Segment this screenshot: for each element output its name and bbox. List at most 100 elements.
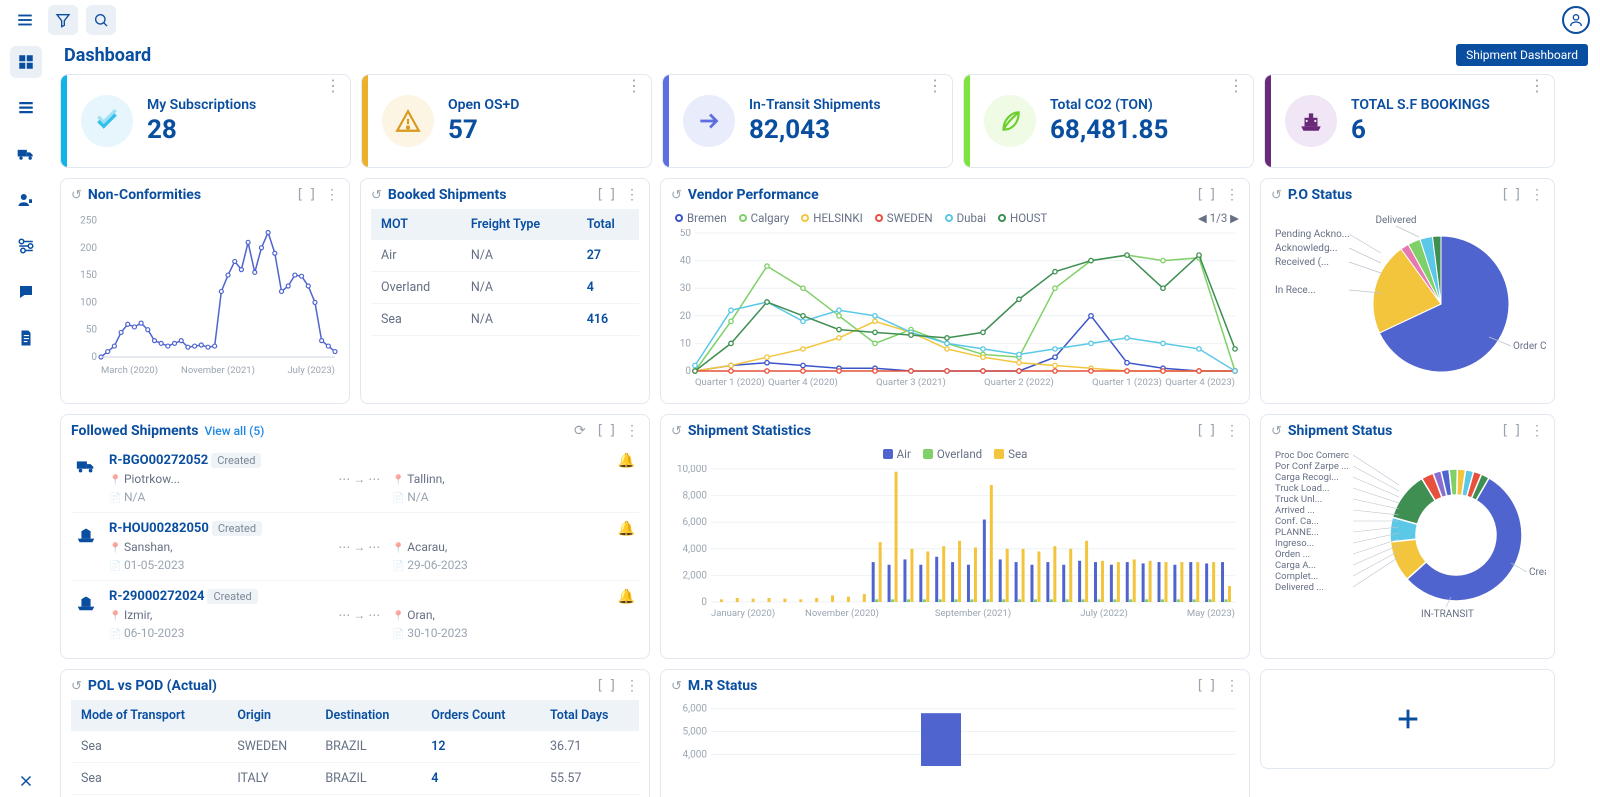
content-area: Dashboard Shipment Dashboard My Subscrip… xyxy=(60,44,1592,797)
svg-text:Complet...: Complet... xyxy=(1275,571,1318,582)
dashboard-badge[interactable]: Shipment Dashboard xyxy=(1456,44,1588,66)
svg-text:8,000: 8,000 xyxy=(683,491,708,502)
refresh-icon[interactable]: ⟳ xyxy=(574,423,586,439)
menu-icon[interactable]: ⋮ xyxy=(1228,81,1245,91)
menu-icon[interactable]: ⋮ xyxy=(325,81,342,91)
svg-text:40: 40 xyxy=(680,256,692,267)
kpi-card[interactable]: In-Transit Shipments 82,043 ⋮ xyxy=(662,74,953,168)
svg-text:March (2020): March (2020) xyxy=(101,365,158,376)
table-row[interactable]: SeaN/A416 xyxy=(371,304,639,336)
svg-text:150: 150 xyxy=(80,270,97,281)
kpi-card[interactable]: TOTAL S.F BOOKINGS 6 ⋮ xyxy=(1264,74,1555,168)
svg-text:May (2023): May (2023) xyxy=(1187,608,1235,619)
expand-icon[interactable]: [ ] xyxy=(596,187,615,203)
svg-text:In Rece...: In Rece... xyxy=(1275,285,1316,296)
followed-row[interactable]: R-HOU00282050 Created Sanshan,⋯ → ⋯Acara… xyxy=(71,512,639,580)
rail-settings-icon[interactable] xyxy=(10,230,42,262)
expand-icon[interactable]: [ ] xyxy=(1196,187,1215,203)
shipment-status-card: ↺ Shipment Status [ ]⋮ Proc Doc ComercPo… xyxy=(1260,414,1555,659)
menu-icon[interactable]: ⋮ xyxy=(625,187,639,203)
expand-icon[interactable]: [ ] xyxy=(1196,678,1215,694)
search-icon[interactable] xyxy=(86,5,116,35)
expand-icon[interactable]: [ ] xyxy=(1196,423,1215,439)
rail-chat-icon[interactable] xyxy=(10,276,42,308)
shipment-status: Created xyxy=(211,453,261,468)
followed-row[interactable]: R-BGO00272052 Created Piotrkow...⋯ → ⋯Ta… xyxy=(71,445,639,512)
kpi-value: 6 xyxy=(1351,115,1490,145)
table-header: Orders Count xyxy=(421,700,540,731)
menu-icon[interactable]: ⋮ xyxy=(625,423,639,439)
prev-icon[interactable]: ◀ xyxy=(1198,211,1207,225)
table-header: Origin xyxy=(227,700,315,731)
rail-document-icon[interactable] xyxy=(10,322,42,354)
expand-icon[interactable]: [ ] xyxy=(596,678,615,694)
filter-icon[interactable] xyxy=(48,5,78,35)
expand-icon[interactable]: [ ] xyxy=(596,423,615,439)
left-rail xyxy=(0,40,52,797)
followed-row[interactable]: R-29000272024 Created Izmir,⋯ → ⋯Oran, 0… xyxy=(71,580,639,648)
legend-item: Air xyxy=(883,447,911,461)
shipstatus-chart: Proc Doc ComercPor Conf Zarpe ...Carga R… xyxy=(1271,445,1546,620)
expand-icon[interactable]: [ ] xyxy=(296,187,315,203)
menu-icon[interactable]: ⋮ xyxy=(1530,423,1544,439)
table-row[interactable]: SeaSWEDENBRAZIL1236.71 xyxy=(71,731,639,763)
warn-icon xyxy=(382,95,434,147)
svg-text:0: 0 xyxy=(685,366,691,377)
expand-icon[interactable]: [ ] xyxy=(1501,187,1520,203)
hamburger-icon[interactable] xyxy=(10,5,40,35)
table-row[interactable]: AirN/A27 xyxy=(371,240,639,272)
menu-icon[interactable]: ⋮ xyxy=(1225,423,1239,439)
ship-icon xyxy=(75,589,101,618)
add-widget-card[interactable] xyxy=(1260,669,1555,769)
svg-text:Carga Recogi...: Carga Recogi... xyxy=(1275,472,1339,483)
po-status-card: ↺ P.O Status [ ]⋮ DeliveredPending Ackno… xyxy=(1260,178,1555,404)
svg-text:5,000: 5,000 xyxy=(683,727,708,738)
kpi-card[interactable]: My Subscriptions 28 ⋮ xyxy=(60,74,351,168)
menu-icon[interactable]: ⋮ xyxy=(1529,81,1546,91)
menu-icon[interactable]: ⋮ xyxy=(325,187,339,203)
view-all-link[interactable]: View all (5) xyxy=(204,424,264,438)
bell-icon[interactable]: 🔔 xyxy=(618,521,635,537)
kpi-value: 57 xyxy=(448,115,519,145)
history-icon: ↺ xyxy=(371,188,382,203)
rail-users-icon[interactable] xyxy=(10,184,42,216)
bell-icon[interactable]: 🔔 xyxy=(618,453,635,469)
rail-truck-icon[interactable] xyxy=(10,138,42,170)
rail-tools-icon[interactable] xyxy=(10,765,42,797)
ship-icon xyxy=(1285,95,1337,147)
svg-text:250: 250 xyxy=(80,215,97,226)
topbar xyxy=(0,0,1600,40)
user-avatar-icon[interactable] xyxy=(1562,6,1590,34)
next-icon[interactable]: ▶ xyxy=(1230,211,1239,225)
page-title: Dashboard xyxy=(64,45,151,66)
kpi-card[interactable]: Total CO2 (TON) 68,481.85 ⋮ xyxy=(963,74,1254,168)
svg-text:0: 0 xyxy=(91,352,97,363)
rail-list-icon[interactable] xyxy=(10,92,42,124)
svg-text:IN-TRANSIT: IN-TRANSIT xyxy=(1421,609,1474,620)
svg-text:100: 100 xyxy=(80,297,97,308)
mr-chart: 4,0005,0006,000 xyxy=(671,700,1241,770)
menu-icon[interactable]: ⋮ xyxy=(626,81,643,91)
kpi-card[interactable]: Open OS+D 57 ⋮ xyxy=(361,74,652,168)
polpod-table: Mode of TransportOriginDestinationOrders… xyxy=(71,700,639,795)
menu-icon[interactable]: ⋮ xyxy=(1225,187,1239,203)
menu-icon[interactable]: ⋮ xyxy=(625,678,639,694)
kpi-value: 28 xyxy=(147,115,256,145)
svg-text:6,000: 6,000 xyxy=(683,517,708,528)
rail-dashboard-icon[interactable] xyxy=(10,46,42,78)
table-row[interactable]: SeaITALYBRAZIL455.57 xyxy=(71,763,639,795)
menu-icon[interactable]: ⋮ xyxy=(1225,678,1239,694)
table-header: MOT xyxy=(371,209,461,240)
expand-icon[interactable]: [ ] xyxy=(1501,423,1520,439)
svg-text:Quarter 2 (2022): Quarter 2 (2022) xyxy=(984,377,1054,388)
menu-icon[interactable]: ⋮ xyxy=(1530,187,1544,203)
svg-text:Quarter 4 (2020): Quarter 4 (2020) xyxy=(768,377,838,388)
history-icon: ↺ xyxy=(671,188,682,203)
history-icon: ↺ xyxy=(671,679,682,694)
plus-icon xyxy=(1394,705,1422,733)
table-row[interactable]: OverlandN/A4 xyxy=(371,272,639,304)
bell-icon[interactable]: 🔔 xyxy=(618,589,635,605)
menu-icon[interactable]: ⋮ xyxy=(927,81,944,91)
svg-text:November (2021): November (2021) xyxy=(181,365,255,376)
shipment-statistics-card: ↺ Shipment Statistics [ ]⋮ AirOverlandSe… xyxy=(660,414,1250,659)
